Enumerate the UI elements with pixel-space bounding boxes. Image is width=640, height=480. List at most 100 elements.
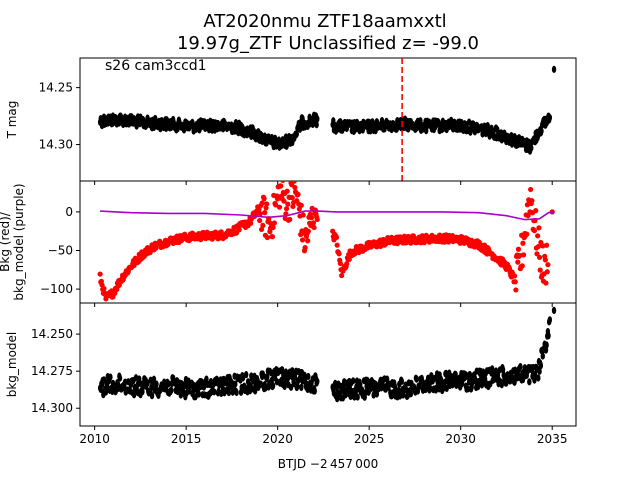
y-axis-label: T mag xyxy=(5,101,19,140)
bkg-point xyxy=(269,234,276,240)
bkg-point xyxy=(283,206,290,212)
bkg-point xyxy=(270,224,276,231)
bkg-point xyxy=(544,242,550,248)
chart-title: AT2020nmu ZTF18aamxxtl xyxy=(203,11,446,32)
x-axis-label: BTJD −2 457 000 xyxy=(278,457,378,471)
bkg-point xyxy=(513,287,519,293)
data-point-outlier xyxy=(551,306,557,315)
x-tick-label: 2020 xyxy=(262,432,293,446)
bkg-point xyxy=(311,224,317,231)
bkg-point xyxy=(264,201,270,207)
bkg-point xyxy=(536,254,543,261)
bkg-point xyxy=(540,243,546,249)
data-point xyxy=(252,387,258,395)
panel-bottom: 14.250 14.275 14.300 2010 2015 2020 2025 2030 20… xyxy=(5,302,577,446)
bkg-point xyxy=(344,261,350,267)
bkg-point xyxy=(533,208,539,214)
panel-middle: 0 −50 −100 Bkg (red)/bkg_model (purple) xyxy=(0,180,577,307)
bkg-point xyxy=(259,200,265,206)
data-point xyxy=(432,374,437,383)
data-point xyxy=(154,380,159,388)
y-axis-label: Bkg (red)/bkg_model (purple) xyxy=(0,183,26,300)
data-point xyxy=(539,127,544,135)
bkg-point xyxy=(287,216,293,223)
data-point xyxy=(363,389,368,397)
data-point xyxy=(233,380,238,388)
data-point xyxy=(532,376,537,384)
bkg-point xyxy=(337,260,343,266)
bkg-point xyxy=(544,269,550,275)
data-point xyxy=(499,381,504,389)
bkg-point xyxy=(276,204,283,210)
x-tick-label: 2035 xyxy=(537,432,568,446)
y-tick-label: −50 xyxy=(48,243,73,257)
data-point xyxy=(408,390,414,398)
bkg-point xyxy=(339,272,345,279)
bkg-point xyxy=(302,245,308,251)
bkg-point xyxy=(519,263,525,269)
bkg-point xyxy=(101,285,107,292)
bkg-point xyxy=(512,279,518,285)
bkg-point xyxy=(543,280,549,286)
bkg-point xyxy=(300,212,306,218)
y-tick-label: 14.300 xyxy=(31,401,73,415)
data-point xyxy=(315,377,320,385)
data-point xyxy=(399,377,405,385)
data-point xyxy=(122,378,128,386)
bkg-point xyxy=(305,228,311,234)
bkg-point xyxy=(285,201,291,207)
bkg-point xyxy=(289,195,295,201)
bkg-point xyxy=(257,217,263,224)
data-point xyxy=(306,372,311,381)
data-point xyxy=(108,373,113,381)
data-point xyxy=(495,125,500,134)
data-point xyxy=(169,386,174,394)
data-point xyxy=(312,387,317,395)
bkg-point xyxy=(346,256,352,262)
y-tick-label: 14.30 xyxy=(39,138,73,152)
data-points xyxy=(97,65,557,155)
data-point xyxy=(406,125,411,133)
data-point xyxy=(547,316,553,324)
data-point xyxy=(537,367,542,375)
bkg-point xyxy=(314,216,320,223)
y-tick-label: 0 xyxy=(65,205,73,219)
bkg-point xyxy=(281,198,287,204)
data-point xyxy=(166,380,171,388)
bkg-point xyxy=(334,242,340,248)
bkg-point xyxy=(535,233,541,239)
bkg-point xyxy=(536,225,542,231)
data-point xyxy=(538,362,544,370)
data-point xyxy=(379,116,385,125)
bkg-point xyxy=(290,203,296,210)
data-point xyxy=(243,371,249,379)
y-tick-label: 14.250 xyxy=(31,327,73,341)
data-point xyxy=(151,375,157,383)
bkg-point xyxy=(534,251,540,257)
data-point xyxy=(465,385,471,393)
y-axis-label: bkg_model xyxy=(5,332,19,398)
data-point xyxy=(314,121,319,129)
x-tick-label: 2015 xyxy=(171,432,202,446)
bkg-point xyxy=(298,202,304,208)
bkg-point xyxy=(520,252,527,258)
bkg-point xyxy=(262,210,268,216)
data-points xyxy=(97,306,557,403)
bkg-point xyxy=(261,196,267,202)
bkg-point xyxy=(310,220,317,226)
data-point xyxy=(117,374,123,382)
bkg-point xyxy=(258,226,265,233)
bkg-point xyxy=(103,296,109,302)
bkg-point xyxy=(535,243,541,250)
data-point xyxy=(355,393,360,401)
bkg-point xyxy=(515,259,521,265)
data-point xyxy=(536,374,541,382)
data-point xyxy=(149,392,155,400)
x-tick-label: 2010 xyxy=(79,432,110,446)
data-point xyxy=(350,377,356,385)
data-point xyxy=(279,366,285,374)
data-point xyxy=(117,119,122,127)
bkg-point xyxy=(248,220,254,226)
y-tick-label: 14.275 xyxy=(31,364,73,378)
